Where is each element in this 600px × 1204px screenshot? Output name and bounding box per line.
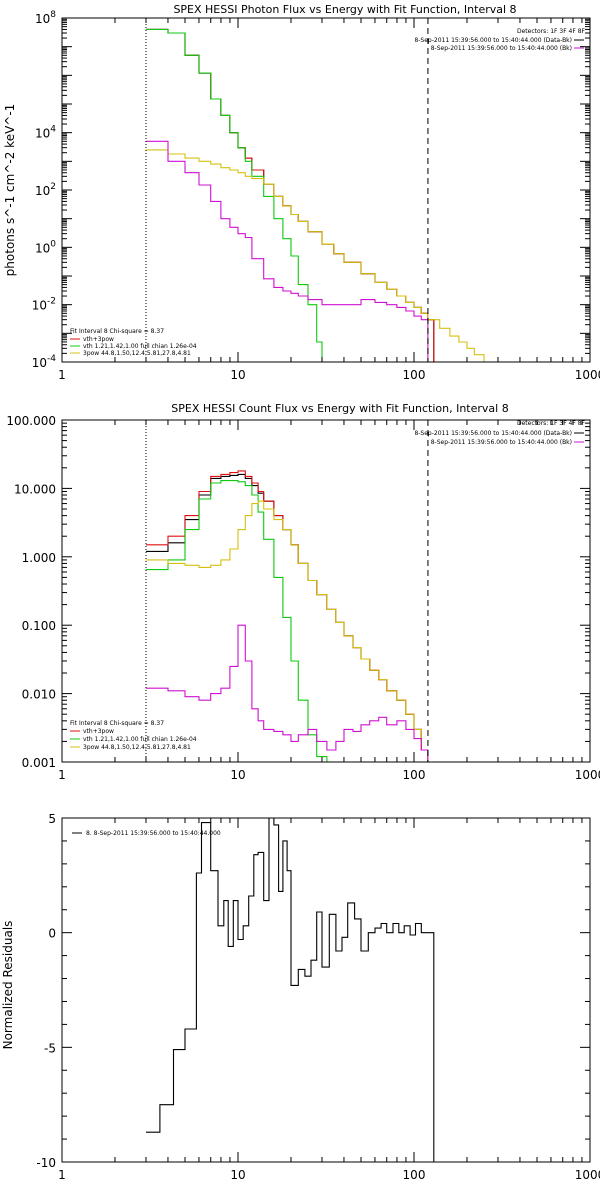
chart-2-y-tick-label: 0.010 <box>22 688 56 702</box>
panel-3-legend: 8. 8-Sep-2011 15:39:56.000 to 15:40:44.0… <box>86 830 221 837</box>
chart-1-series-4 <box>146 149 490 362</box>
chart-3-y-tick-label: -10 <box>36 1156 56 1170</box>
panel-1-fit-header: Fit Interval 8 Chi-square = 8.37 <box>70 328 164 335</box>
panel-2-title: SPEX HESSI Count Flux vs Energy with Fit… <box>171 402 508 415</box>
chart-3-series-group <box>146 818 435 1162</box>
chart-2-y-tick-label: 100.000 <box>6 414 56 428</box>
panel-3-y-label: Normalized Residuals <box>1 921 15 1050</box>
chart-1-series-2 <box>146 28 435 362</box>
chart-3-y-tick-label: -5 <box>44 1041 56 1055</box>
chart-3-y-tick-label: 5 <box>48 812 56 826</box>
panel-2-fit-header: Fit Interval 8 Chi-square = 8.37 <box>70 720 164 727</box>
chart-1-series-group <box>146 28 490 362</box>
chart-1-x-tick-label: 10 <box>230 368 245 382</box>
panel-count-flux: SPEX HESSI Count Flux vs Energy with Fit… <box>70 402 586 751</box>
chart-2-series-5 <box>146 624 434 762</box>
chart-2-x-tick-label: 100 <box>403 768 426 782</box>
chart-2-series-2 <box>146 470 434 762</box>
chart-2-x-tick-label: 1 <box>58 768 66 782</box>
panel-2-info-2: 8-Sep-2011 15:39:56.000 to 15:40:44.000 … <box>414 430 572 437</box>
panel-1-info-2: 8-Sep-2011 15:39:56.000 to 15:40:44.000 … <box>414 37 572 44</box>
panel-1-title: SPEX HESSI Photon Flux vs Energy with Fi… <box>173 3 516 16</box>
chart-1-series-5 <box>146 140 434 362</box>
panel-1-fit-entry-3: 3pow 44.8,1.50,12.4,5.81,27.8,4.81 <box>83 350 191 357</box>
chart-2-series-group <box>146 470 434 762</box>
chart-2-y-tick-label: 0.100 <box>22 619 56 633</box>
panel-residuals: Normalized Residuals 8. 8-Sep-2011 15:39… <box>1 830 221 1049</box>
chart-3-series-1 <box>146 818 435 1162</box>
chart-3-y-tick-label: 0 <box>48 927 56 941</box>
panel-photon-flux: SPEX HESSI Photon Flux vs Energy with Fi… <box>3 3 586 357</box>
panel-1-info-1: Detectors: 1F 3F 4F 8F <box>517 28 586 35</box>
chart-1-y-tick-label: 10-2 <box>32 297 56 313</box>
chart-2-y-tick-label: 0.001 <box>22 756 56 770</box>
panel-1-fit-entry-1: vth+3pow <box>83 336 114 343</box>
chart-3-axis-box <box>61 817 591 1163</box>
chart-2-series-1 <box>146 473 434 762</box>
chart-2-y-tick-label: 1.000 <box>22 551 56 565</box>
chart-2-axis-box <box>61 419 591 763</box>
chart-1-series-1 <box>146 28 435 362</box>
chart-3-x-tick-label: 100 <box>403 1168 426 1182</box>
panel-1-info-3: 8-Sep-2011 15:39:56.000 to 15:40:44.000 … <box>431 45 572 52</box>
chart-2-y-tick-label: 10.000 <box>14 482 56 496</box>
panel-1-fit-entry-2: vth 1.21,1.42,1.00 full chian 1.26e-04 <box>83 343 197 350</box>
chart-1-y-tick-label: 108 <box>35 10 56 26</box>
chart-3-x-tick-label: 1 <box>58 1168 66 1182</box>
panel-2-fit-entry-2: vth 1.21,1.42,1.00 full chian 1.26e-04 <box>83 736 197 743</box>
chart-1-y-tick-label: 100 <box>35 239 56 255</box>
panel-2-fit-entry-1: vth+3pow <box>83 728 114 735</box>
chart-3-x-tick-label: 10 <box>230 1168 245 1182</box>
chart-1-y-tick-label: 10-4 <box>32 354 57 370</box>
chart-1-x-tick-label: 1 <box>58 368 66 382</box>
chart-2-series-4 <box>146 500 434 762</box>
chart-1-y-tick-label: 102 <box>35 182 56 198</box>
panel-2-fit-entry-3: 3pow 44.8,1.50,12.4,5.81,27.8,4.81 <box>83 744 191 751</box>
chart-2-x-tick-label: 10 <box>230 768 245 782</box>
chart-1-axis-box <box>61 17 591 363</box>
chart-1-y-tick-label: 104 <box>35 125 56 141</box>
chart-2-series-3 <box>146 480 333 762</box>
panel-2-info-3: 8-Sep-2011 15:39:56.000 to 15:40:44.000 … <box>431 439 572 446</box>
chart-1-x-tick-label: 100 <box>403 368 426 382</box>
panel-1-y-label: photons s^-1 cm^-2 keV^-1 <box>3 104 17 277</box>
chart-1-series-3 <box>146 28 328 362</box>
